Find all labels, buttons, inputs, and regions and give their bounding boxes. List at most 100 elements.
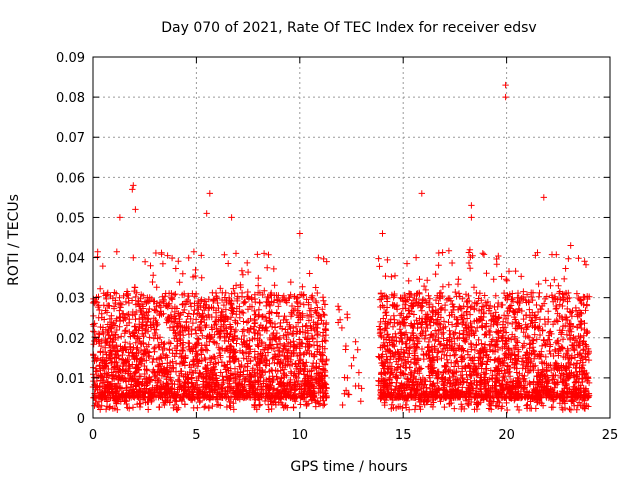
data-point	[199, 313, 206, 320]
data-point	[244, 259, 251, 267]
data-point	[376, 263, 383, 270]
data-point	[116, 294, 123, 301]
data-point	[113, 248, 120, 255]
data-point	[192, 272, 199, 280]
data-point	[209, 289, 216, 296]
data-point	[467, 304, 474, 311]
data-point	[240, 309, 247, 317]
data-point	[224, 330, 231, 337]
data-point	[575, 255, 582, 262]
data-point	[217, 285, 224, 292]
data-point	[520, 288, 527, 295]
data-point	[437, 398, 444, 405]
data-point	[189, 319, 197, 327]
data-point	[199, 332, 206, 339]
data-point	[91, 328, 98, 336]
data-point	[471, 346, 479, 354]
data-point	[146, 305, 153, 313]
data-point	[416, 276, 423, 283]
data-point	[181, 401, 189, 408]
data-point	[514, 403, 521, 410]
data-point	[412, 402, 419, 409]
data-point	[198, 274, 205, 281]
data-point	[146, 374, 153, 381]
data-point	[468, 202, 475, 209]
data-point	[150, 355, 157, 362]
data-point	[262, 352, 269, 360]
data-point	[269, 373, 276, 380]
data-point	[451, 405, 458, 412]
data-point	[355, 369, 363, 376]
data-point	[532, 405, 539, 412]
data-point	[573, 290, 581, 297]
data-point	[321, 311, 328, 319]
data-point	[98, 402, 105, 409]
data-point	[175, 312, 183, 319]
data-point	[390, 312, 397, 319]
data-point	[129, 404, 137, 411]
data-point	[242, 299, 249, 306]
data-point	[90, 341, 97, 348]
data-point	[111, 359, 118, 366]
data-point	[581, 258, 588, 265]
data-point	[164, 252, 171, 259]
data-point	[393, 379, 400, 386]
data-point	[216, 346, 224, 353]
data-point	[106, 315, 114, 323]
data-point	[228, 214, 235, 221]
data-point	[305, 317, 313, 324]
data-point	[117, 300, 124, 307]
data-point	[122, 298, 130, 306]
data-point	[436, 341, 444, 348]
data-point	[246, 378, 253, 386]
data-point	[437, 289, 445, 296]
data-point	[473, 289, 480, 297]
data-point	[97, 342, 105, 350]
data-point	[172, 330, 179, 338]
data-point	[476, 354, 483, 361]
data-point	[202, 356, 209, 363]
data-point	[267, 291, 274, 298]
data-point	[159, 260, 167, 267]
data-point	[418, 345, 426, 353]
data-point	[238, 267, 246, 274]
data-point	[323, 357, 330, 364]
data-point	[224, 361, 231, 368]
data-point	[296, 345, 303, 352]
data-point	[338, 324, 346, 332]
data-point	[262, 361, 269, 369]
data-point	[292, 323, 300, 330]
data-point	[132, 316, 139, 323]
data-point	[287, 356, 294, 364]
data-point	[113, 290, 120, 297]
data-point	[129, 186, 136, 193]
data-point	[192, 353, 199, 360]
data-point	[131, 284, 138, 291]
data-point	[319, 294, 327, 301]
data-point	[466, 265, 474, 272]
data-point	[185, 310, 193, 317]
data-point	[545, 308, 552, 315]
data-point	[501, 350, 508, 358]
data-point	[471, 299, 478, 306]
data-point	[536, 289, 543, 297]
data-point	[287, 291, 294, 298]
data-point	[264, 264, 271, 271]
data-point	[199, 371, 207, 378]
data-point	[116, 214, 124, 221]
data-point	[502, 81, 509, 89]
data-point	[221, 251, 228, 258]
data-point	[103, 295, 110, 303]
data-point	[130, 182, 137, 189]
data-point	[219, 373, 226, 380]
data-point	[287, 278, 294, 286]
data-point	[206, 190, 213, 197]
data-point	[284, 382, 291, 389]
data-point	[185, 254, 192, 262]
data-point	[269, 367, 276, 374]
data-point	[445, 281, 452, 288]
data-point	[468, 214, 475, 221]
data-point	[217, 369, 224, 376]
data-point	[271, 282, 278, 289]
